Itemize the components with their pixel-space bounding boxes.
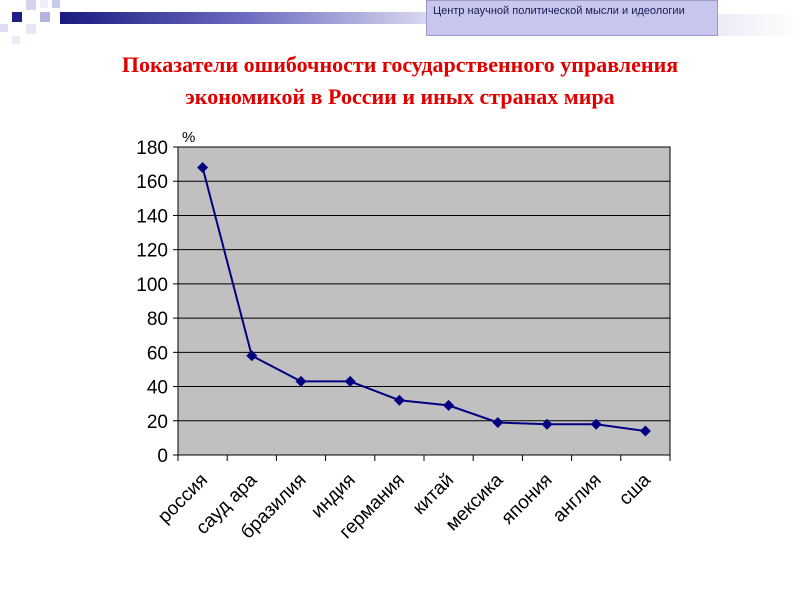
organization-name: Центр научной политической мысли и идеол… (433, 5, 685, 17)
y-tick-label: 140 (136, 206, 168, 227)
y-tick-label: 120 (136, 241, 168, 262)
y-axis-ticks: 0 20 40 60 80 100 120 140 160 180 (136, 138, 178, 467)
series-line (201, 167, 646, 433)
header-bar (60, 12, 426, 24)
data-point-marker (541, 418, 553, 430)
x-tick-label: англия (549, 470, 606, 527)
x-tick-label: сша (615, 469, 655, 509)
y-axis-unit-label: % (182, 129, 195, 146)
slide-title-line-1: Показатели ошибочности государственного … (121, 52, 679, 77)
plot-area (177, 146, 671, 456)
data-point-marker (492, 416, 504, 428)
data-point-marker (443, 399, 455, 411)
slide-title-line-2: экономикой в России и иных странах мира (185, 84, 615, 109)
y-tick-label: 20 (147, 412, 168, 433)
y-tick-label: 40 (147, 378, 168, 399)
data-point-marker (639, 425, 651, 437)
organization-label-box: Центр научной политической мысли и идеол… (426, 0, 718, 36)
data-point-marker (344, 375, 356, 387)
y-tick-label: 0 (157, 446, 168, 467)
header-strip (718, 14, 800, 36)
x-tick-label: япония (497, 470, 556, 529)
data-point-marker (393, 394, 405, 406)
y-tick-label: 160 (136, 172, 168, 193)
data-point-marker (590, 418, 602, 430)
y-tick-label: 180 (136, 138, 168, 159)
y-tick-label: 80 (147, 309, 168, 330)
data-point-marker (197, 162, 209, 174)
gridlines (178, 146, 670, 422)
data-markers (197, 162, 651, 437)
data-point-marker (295, 375, 307, 387)
y-tick-label: 100 (136, 275, 168, 296)
y-tick-label: 60 (147, 343, 168, 364)
data-point-marker (246, 350, 258, 362)
